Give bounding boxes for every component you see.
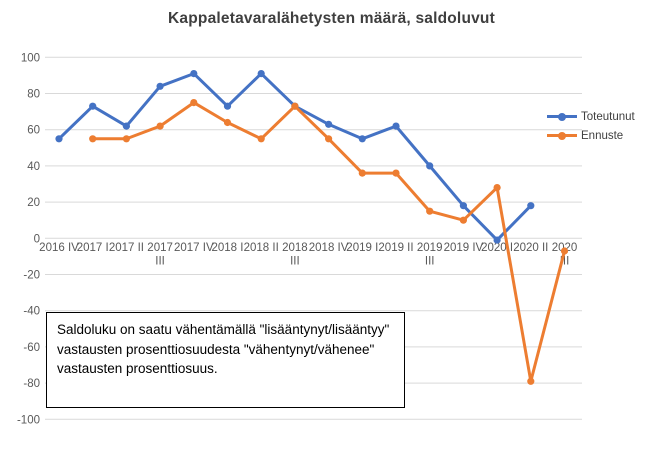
x-axis-tick-label: 2017 I [77,242,109,254]
data-point-marker [560,247,569,255]
annotation-box: Saldoluku on saatu vähentämällä "lisäänt… [46,312,405,408]
y-axis-tick-label: 0 [34,233,40,245]
data-point-marker [527,377,535,385]
y-axis-tick-label: -80 [23,378,40,390]
data-point-marker [122,122,130,130]
y-axis-tick-label: -20 [23,270,40,282]
data-point-marker [426,162,434,170]
data-point-marker [325,135,333,143]
y-axis-tick-label: -40 [23,306,40,318]
y-axis-tick-label: 100 [21,52,40,64]
y-axis-tick-label: 40 [27,161,40,173]
legend-label: Toteutunut [581,110,635,123]
data-point-marker [89,102,97,110]
legend-label: Ennuste [581,129,624,142]
x-axis-tick-label: 2017 IV [174,242,214,254]
x-axis-tick-label: 2017 II [109,242,144,254]
x-axis-tick-label: 2018 II [244,242,279,254]
legend-item-ennuste: Ennuste [547,126,635,145]
y-axis-tick-label: 60 [27,125,40,137]
x-axis-tick-label: 2020 II [513,242,548,254]
x-axis-tick-label: 2019 III [417,242,443,268]
y-axis-tick-label: 80 [27,89,40,101]
legend-item-toteutunut: Toteutunut [547,107,635,126]
data-point-marker [122,135,130,143]
y-axis-tick-label: 20 [27,197,40,209]
data-point-marker [358,169,366,177]
x-axis-tick-label: 2019 II [378,242,413,254]
data-point-marker [156,122,164,130]
data-point-marker [223,118,232,127]
data-point-marker [89,135,97,143]
x-axis-tick-label: 2018 I [212,242,244,254]
data-point-marker [459,202,467,210]
data-point-marker [358,135,366,143]
x-axis-tick-label: 2018 III [282,242,308,268]
line-marker-icon [547,112,577,121]
data-point-marker [325,120,333,128]
legend: Toteutunut Ennuste [547,107,635,145]
data-point-marker [55,135,63,143]
line-marker-icon [547,131,577,140]
series-line-toteutunut [57,72,533,242]
data-point-marker [459,216,467,224]
data-point-marker [392,169,400,177]
data-point-marker [223,102,232,110]
y-axis-tick-label: -100 [17,414,40,426]
chart-title: Kappaletavaralähetysten määrä, saldoluvu… [168,10,495,27]
data-point-marker [257,135,265,143]
data-point-marker [190,70,198,78]
data-point-marker [156,82,164,90]
annotation-text: Saldoluku on saatu vähentämällä "lisäänt… [57,322,390,377]
data-point-marker [190,99,198,107]
x-axis-tick-label: 2019 IV [444,242,484,254]
x-axis-tick-label: 2016 IV [39,242,79,254]
data-point-marker [527,202,535,210]
data-point-marker [291,102,299,110]
x-axis-tick-label: 2020 I [481,242,513,254]
data-point-marker [392,122,400,130]
data-point-marker [257,70,265,78]
x-axis-tick-label: 2017 III [147,242,173,268]
y-axis-tick-label: -60 [23,342,40,354]
data-point-marker [493,236,501,244]
data-point-marker [493,184,501,192]
x-axis-tick-label: 2018 IV [309,242,349,254]
x-axis-tick-label: 2019 I [346,242,378,254]
data-point-marker [426,207,434,215]
